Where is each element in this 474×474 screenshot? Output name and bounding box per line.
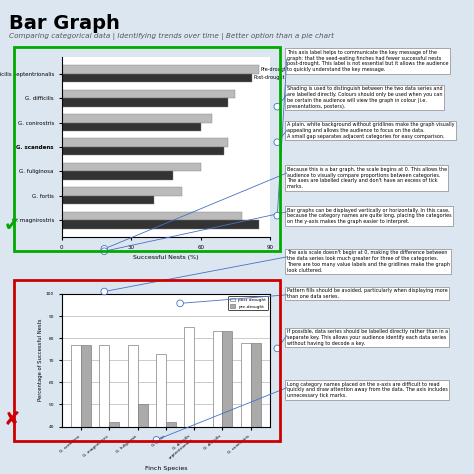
Bar: [62, 114, 212, 122]
Bar: [62, 187, 182, 196]
Bar: [62, 90, 236, 98]
Bar: [166, 422, 176, 474]
Bar: [62, 65, 259, 73]
Legend: post drought, pre-drought: post drought, pre-drought: [228, 296, 268, 310]
Bar: [62, 122, 201, 131]
Bar: [109, 422, 119, 474]
Text: Long category names placed on the x-axis are difficult to read
quickly and draw : Long category names placed on the x-axis…: [287, 382, 447, 398]
Text: A plain, white background without gridlines make the graph visually
appealing an: A plain, white background without gridli…: [287, 122, 454, 139]
Bar: [62, 163, 201, 172]
X-axis label: Finch Species: Finch Species: [145, 466, 187, 471]
Text: Post-drought: Post-drought: [254, 75, 285, 81]
Bar: [62, 220, 259, 229]
Text: Comparing categorical data | Identifying trends over time | Better option than a: Comparing categorical data | Identifying…: [9, 33, 335, 40]
Bar: [62, 212, 242, 220]
Bar: [241, 343, 251, 474]
Bar: [62, 73, 252, 82]
Bar: [62, 138, 228, 147]
Bar: [81, 345, 91, 474]
X-axis label: Successful Nests (%): Successful Nests (%): [133, 255, 199, 260]
Text: The axis scale doesn't begin at 0, making the difference between
the data series: The axis scale doesn't begin at 0, makin…: [287, 250, 450, 273]
Text: Bar Graph: Bar Graph: [9, 14, 120, 33]
Bar: [62, 147, 224, 155]
Bar: [137, 404, 147, 474]
Bar: [156, 354, 166, 474]
Text: Shading is used to distinguish between the two data series and
are labelled dire: Shading is used to distinguish between t…: [287, 86, 442, 109]
Text: Pre-drought: Pre-drought: [261, 67, 290, 72]
Bar: [184, 327, 194, 474]
Text: Because this is a bar graph, the scale begins at 0. This allows the
audience to : Because this is a bar graph, the scale b…: [287, 167, 447, 189]
Y-axis label: Percentage of Successful Nests: Percentage of Successful Nests: [38, 319, 43, 401]
Bar: [62, 98, 228, 107]
Bar: [62, 196, 155, 204]
Text: ✘: ✘: [4, 410, 20, 429]
Bar: [251, 343, 261, 474]
Text: Pattern fills should be avoided, particularly when displaying more
than one data: Pattern fills should be avoided, particu…: [287, 288, 447, 299]
Text: This axis label helps to communicate the key message of the
graph: that the seed: This axis label helps to communicate the…: [287, 50, 448, 72]
Bar: [213, 331, 222, 474]
Bar: [222, 331, 232, 474]
Bar: [71, 345, 81, 474]
Text: Bar graphs can be displayed vertically or horizontally. In this case,
because th: Bar graphs can be displayed vertically o…: [287, 208, 451, 224]
Bar: [100, 345, 109, 474]
Bar: [62, 172, 173, 180]
Bar: [128, 345, 137, 474]
Text: ✔: ✔: [4, 216, 20, 235]
Bar: [194, 460, 204, 474]
Text: If possible, data series should be labelled directly rather than in a
separate k: If possible, data series should be label…: [287, 329, 448, 346]
